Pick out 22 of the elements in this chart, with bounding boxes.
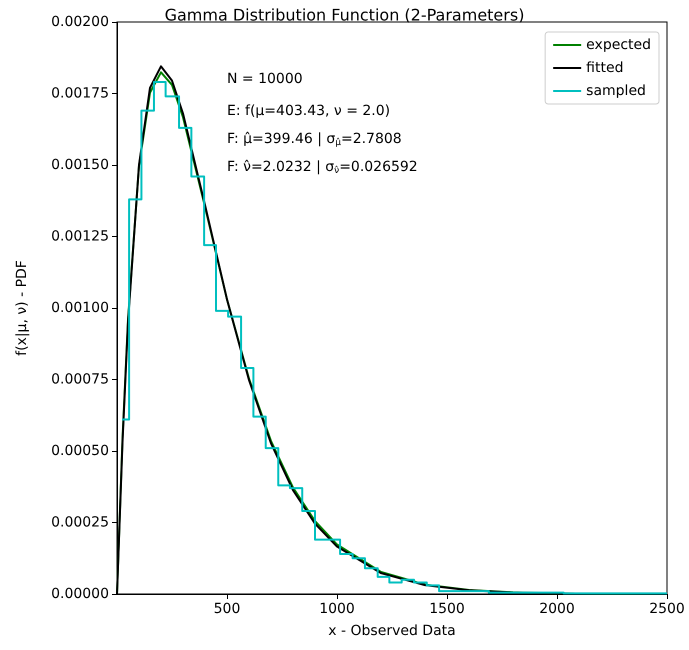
y-tick-label: 0.00050 (51, 443, 109, 459)
y-tick-label: 0.00125 (51, 228, 109, 244)
chart-title: Gamma Distribution Function (2-Parameters) (164, 6, 524, 24)
y-tick-label: 0.00000 (51, 586, 109, 602)
x-axis-title: x - Observed Data (328, 623, 456, 639)
y-tick-label: 0.00175 (51, 86, 109, 102)
y-tick-label: 0.00100 (51, 300, 109, 316)
y-axis-title: f(x|μ, ν) - PDF (14, 260, 30, 356)
x-tick-label: 2500 (649, 601, 685, 617)
y-tick-label: 0.00200 (51, 14, 109, 30)
y-tick-label: 0.00025 (51, 514, 109, 530)
x-tick-label: 1000 (319, 601, 355, 617)
legend-label: sampled (586, 83, 646, 99)
x-tick-label: 500 (214, 601, 240, 617)
y-tick-label: 0.00075 (51, 372, 109, 388)
y-tick-label: 0.00150 (51, 157, 109, 173)
x-tick-label: 1500 (429, 601, 465, 617)
legend-label: fitted (586, 60, 624, 76)
annotation: E: f(μ=403.43, ν = 2.0) (227, 103, 390, 119)
x-tick-label: 2000 (539, 601, 575, 617)
legend-label: expected (586, 37, 652, 53)
annotation: N = 10000 (227, 71, 303, 87)
